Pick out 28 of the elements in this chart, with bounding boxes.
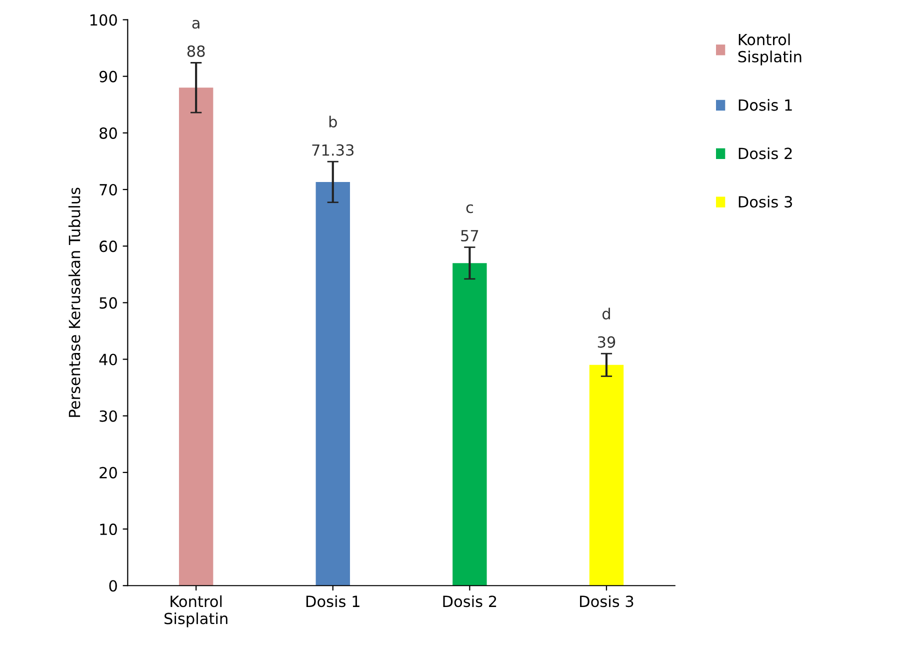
y-tick-label: 50 (100, 297, 117, 309)
annotation: c (466, 204, 473, 214)
y-tick-label: 40 (99, 354, 117, 366)
legend-label: Dosis 2 (738, 147, 792, 160)
y-axis-title: Persentase Kerusakan Tubulus (68, 188, 80, 417)
y-tick-label: 30 (100, 410, 117, 422)
y-tick-label: 0 (109, 580, 117, 592)
y-tick-label: 20 (100, 466, 117, 478)
data-label: 57 (461, 230, 478, 242)
x-tick-label: Dosis 2 (443, 595, 496, 608)
y-tick-label: 10 (100, 523, 117, 536)
annotation: b (329, 116, 337, 128)
y-tick-label: 80 (100, 127, 117, 139)
legend-label: Dosis 1 (738, 98, 792, 111)
y-tick-label: 90 (99, 70, 117, 82)
legend-label: Kontrol Sisplatin (738, 33, 802, 66)
data-label: 39 (598, 336, 616, 348)
x-tick-label: Dosis 1 (306, 595, 360, 608)
y-tick-label: 70 (100, 184, 117, 196)
y-tick-label: 100 (90, 14, 117, 26)
data-label: 71.33 (312, 144, 354, 156)
y-tick-label: 60 (100, 240, 117, 252)
legend-label: Dosis 3 (738, 196, 792, 208)
data-label: 88 (187, 45, 205, 57)
x-tick-label: Dosis 3 (580, 595, 634, 608)
annotation: d (602, 308, 610, 320)
annotation: a (192, 20, 200, 29)
x-tick-label: Kontrol Sisplatin (164, 595, 228, 628)
